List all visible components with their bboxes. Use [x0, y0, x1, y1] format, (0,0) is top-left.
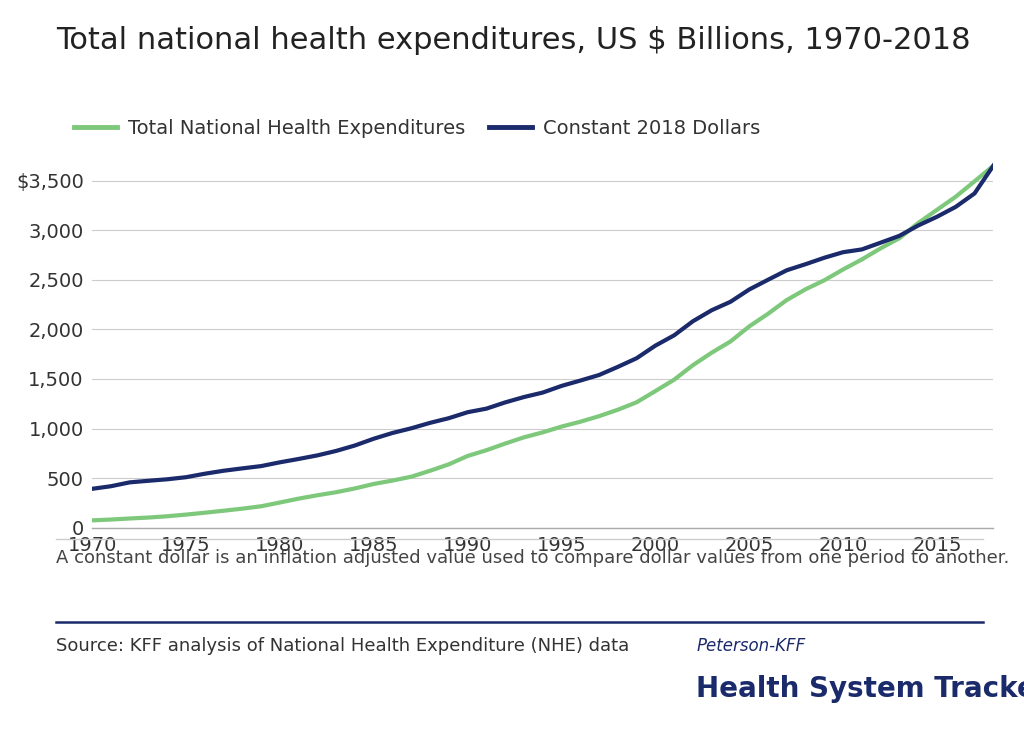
- Text: Source: KFF analysis of National Health Expenditure (NHE) data: Source: KFF analysis of National Health …: [56, 637, 630, 655]
- Text: Peterson-KFF: Peterson-KFF: [696, 637, 806, 655]
- Text: Total national health expenditures, US $ Billions, 1970-2018: Total national health expenditures, US $…: [56, 26, 971, 55]
- Text: Health System Tracker: Health System Tracker: [696, 675, 1024, 703]
- Legend: Total National Health Expenditures, Constant 2018 Dollars: Total National Health Expenditures, Cons…: [66, 112, 768, 146]
- Text: A constant dollar is an inflation adjusted value used to compare dollar values f: A constant dollar is an inflation adjust…: [56, 549, 1010, 567]
